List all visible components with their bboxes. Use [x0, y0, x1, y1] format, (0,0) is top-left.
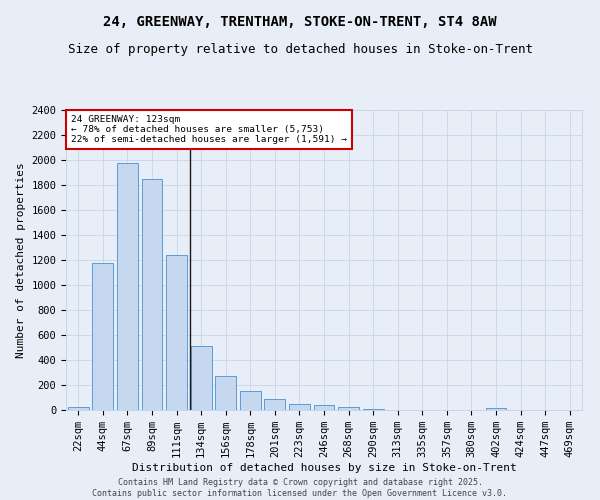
Bar	[215, 376, 236, 410]
Y-axis label: Number of detached properties: Number of detached properties	[16, 162, 26, 358]
Bar	[362, 409, 383, 410]
Bar	[166, 255, 187, 410]
Text: 24 GREENWAY: 123sqm
← 78% of detached houses are smaller (5,753)
22% of semi-det: 24 GREENWAY: 123sqm ← 78% of detached ho…	[71, 114, 347, 144]
Bar	[117, 163, 138, 410]
Bar	[338, 407, 359, 410]
Bar	[485, 408, 506, 410]
Bar	[289, 404, 310, 410]
Bar	[68, 407, 89, 410]
Bar	[142, 179, 163, 410]
Bar	[191, 346, 212, 410]
Bar	[314, 405, 334, 410]
Bar	[265, 399, 286, 410]
Bar	[240, 390, 261, 410]
Text: Size of property relative to detached houses in Stoke-on-Trent: Size of property relative to detached ho…	[67, 42, 533, 56]
Text: 24, GREENWAY, TRENTHAM, STOKE-ON-TRENT, ST4 8AW: 24, GREENWAY, TRENTHAM, STOKE-ON-TRENT, …	[103, 15, 497, 29]
Bar	[92, 263, 113, 410]
X-axis label: Distribution of detached houses by size in Stoke-on-Trent: Distribution of detached houses by size …	[131, 463, 517, 473]
Text: Contains HM Land Registry data © Crown copyright and database right 2025.
Contai: Contains HM Land Registry data © Crown c…	[92, 478, 508, 498]
